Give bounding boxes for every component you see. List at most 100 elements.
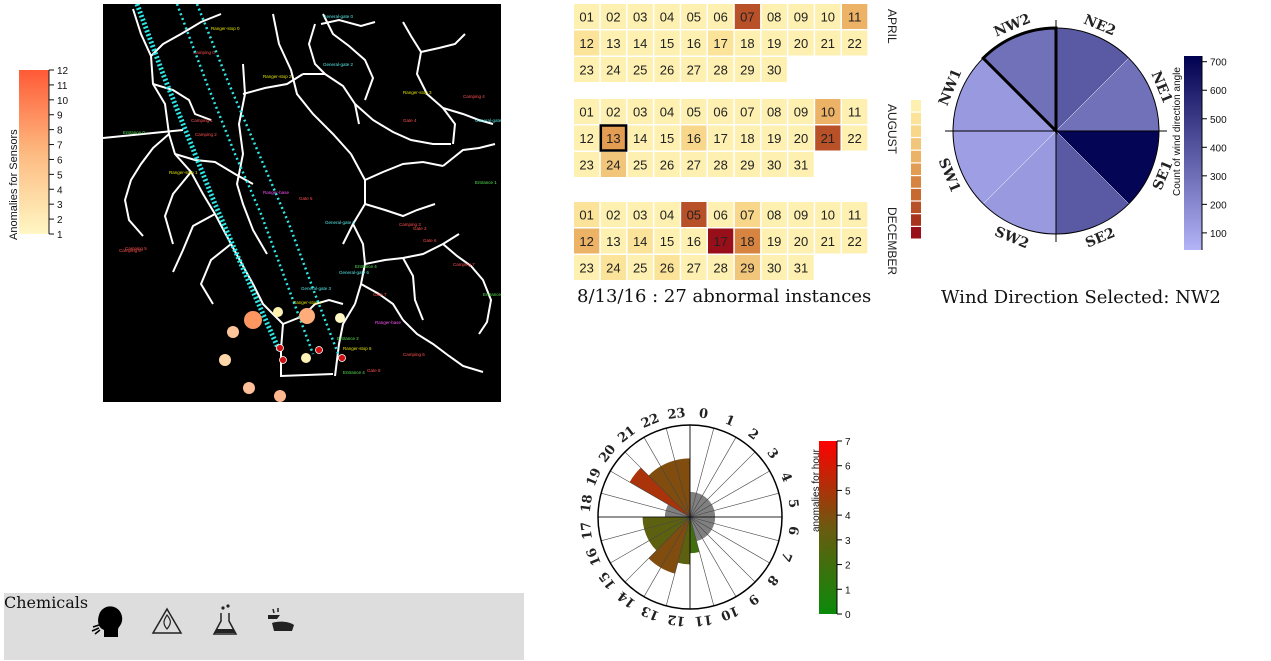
calendar-day[interactable] [654,152,680,177]
calendar-day[interactable] [627,30,653,56]
calendar-day[interactable] [681,99,707,124]
hour-bar-4[interactable] [690,504,715,517]
calendar-day[interactable] [654,202,680,227]
calendar-day[interactable] [574,152,600,177]
calendar-day[interactable] [627,4,653,29]
calendar-day[interactable] [815,30,841,56]
calendar-day[interactable] [654,30,680,56]
calendar-day[interactable] [574,255,600,280]
calendar-day[interactable] [708,202,734,227]
calendar-day[interactable] [734,202,761,227]
calendar-day[interactable] [761,228,787,254]
calendar-day[interactable] [654,228,680,254]
hour-bar-2[interactable] [690,495,708,517]
calendar-day[interactable] [627,99,653,124]
calendar-day[interactable] [681,57,707,82]
calendar-day[interactable] [788,152,814,177]
hour-bar-20[interactable] [629,467,690,517]
calendar-day[interactable] [815,4,841,29]
anomaly-marker[interactable] [338,354,346,362]
hour-bar-9[interactable] [690,517,708,539]
calendar-day[interactable] [842,99,868,124]
calendar-day[interactable] [627,255,653,280]
calendar-day[interactable] [574,57,600,82]
sensor-markers[interactable] [219,307,346,402]
calendar-day[interactable] [600,4,627,29]
sensor-marker[interactable] [274,390,286,402]
calendar-day[interactable] [842,30,868,56]
hour-bar-15[interactable] [648,517,690,551]
anomaly-marker[interactable] [276,344,284,352]
hour-bar-13[interactable] [660,517,690,574]
calendar-day[interactable] [627,152,653,177]
calendar-day[interactable] [708,30,734,56]
calendar-day[interactable] [600,228,627,254]
calendar-day[interactable] [815,125,841,151]
calendar-day[interactable] [600,202,627,227]
calendar-day[interactable] [708,152,734,177]
calendar-day[interactable] [574,99,600,124]
calendar-day[interactable] [681,30,707,56]
hour-bar-7[interactable] [690,517,715,530]
calendar-day[interactable] [627,202,653,227]
calendar-day[interactable] [708,255,734,280]
anomaly-marker[interactable] [279,356,287,364]
calendar-day[interactable] [574,4,600,29]
calendar-day[interactable] [734,4,761,29]
hour-bar-16[interactable] [644,517,690,541]
hour-bar-3[interactable] [690,499,712,517]
calendar-day[interactable] [654,125,680,151]
calendar-day[interactable] [815,99,841,124]
sensor-marker[interactable] [243,382,255,394]
chemical-flask-icon[interactable] [207,603,243,639]
calendar-day[interactable] [734,99,761,124]
sensor-marker[interactable] [244,311,262,329]
anomaly-calendar[interactable]: 01 02 03 04 05 06 07 08 09 10 11 12 13 14 15 16 17 18 19 20… [574,4,924,284]
calendar-day[interactable] [761,202,787,227]
calendar-day[interactable] [842,202,868,227]
calendar-day[interactable] [788,4,814,29]
calendar-day[interactable] [600,152,627,177]
flammable-hazard-icon[interactable] [149,603,185,639]
calendar-day[interactable] [574,125,600,151]
calendar-day[interactable] [654,99,680,124]
calendar-day[interactable] [788,202,814,227]
calendar-day[interactable] [681,228,707,254]
corrosive-hand-icon[interactable] [264,603,300,639]
calendar-day[interactable] [734,255,761,280]
calendar-day[interactable] [627,228,653,254]
calendar-day[interactable] [574,202,600,227]
calendar-day[interactable] [600,99,627,124]
calendar-day[interactable] [761,125,787,151]
calendar-day[interactable] [574,30,600,56]
sensor-marker[interactable] [273,307,283,317]
calendar-day[interactable] [761,30,787,56]
calendar-day[interactable] [788,255,814,280]
sensor-marker[interactable] [219,354,231,366]
calendar-day[interactable] [734,125,761,151]
calendar-day[interactable] [708,4,734,29]
calendar-day[interactable] [734,57,761,82]
sensor-marker[interactable] [299,308,315,324]
park-map[interactable]: Ranger-stop 0 General-gate 0 Camping 0 Rang… [103,4,501,402]
hour-bar-14[interactable] [648,517,690,568]
calendar-day[interactable] [788,30,814,56]
hour-bar-22[interactable] [660,460,690,517]
calendar-day[interactable] [681,255,707,280]
sensor-marker[interactable] [335,313,345,323]
calendar-day[interactable] [708,57,734,82]
hour-bar-19[interactable] [665,504,690,517]
calendar-day[interactable] [815,228,841,254]
calendar-day[interactable] [734,228,761,254]
calendar-day[interactable] [681,125,707,151]
calendar-day[interactable] [600,57,627,82]
hour-bar-8[interactable] [690,517,712,535]
calendar-day[interactable] [788,99,814,124]
inhalation-icon[interactable] [90,603,126,639]
calendar-day[interactable] [761,152,787,177]
sensor-marker[interactable] [301,353,311,363]
